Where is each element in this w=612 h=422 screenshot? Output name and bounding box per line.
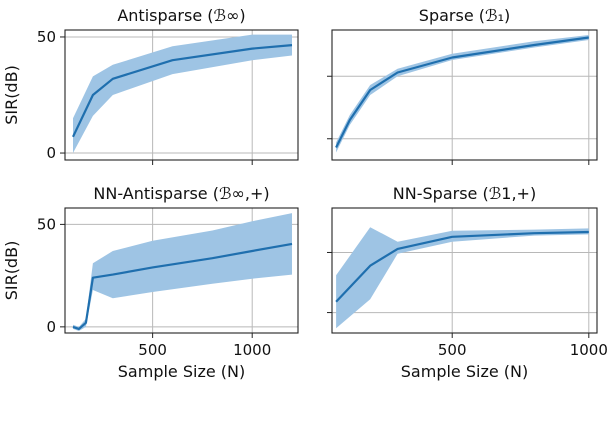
x-tick-label: 1000 — [233, 341, 271, 359]
y-tick-label: 50 — [37, 215, 56, 233]
plot-frame — [64, 29, 299, 161]
chart-title: Antisparse (ℬ∞) — [117, 6, 245, 25]
plot-frame — [331, 29, 598, 161]
y-axis-label: SIR(dB) — [2, 65, 21, 125]
x-axis-label: Sample Size (N) — [401, 362, 528, 381]
y-axis-label: SIR(dB) — [2, 241, 21, 301]
chart-title: Sparse (ℬ₁) — [419, 6, 510, 25]
plot-frame — [331, 207, 598, 334]
x-tick-label: 500 — [438, 341, 467, 359]
chart-panel-2: Sparse (ℬ₁) — [327, 6, 598, 165]
confidence-band — [336, 227, 589, 329]
mean-line — [335, 36, 589, 148]
chart-panel-3: 500 1000 0 50 NN-Antisparse (ℬ∞,+) SIR(dB) Sam… — [2, 184, 299, 381]
plot-frame — [64, 207, 299, 334]
confidence-band — [73, 34, 292, 153]
x-tick-label: 500 — [138, 341, 167, 359]
x-tick-label: 1000 — [570, 341, 608, 359]
mean-line — [335, 230, 589, 303]
chart-title: NN-Antisparse (ℬ∞,+) — [93, 184, 269, 203]
mean-line — [72, 44, 293, 138]
confidence-band — [336, 35, 589, 153]
y-tick-label: 0 — [46, 144, 56, 162]
chart-title: NN-Sparse (ℬ1,+) — [393, 184, 536, 203]
chart-panel-4: 500 1000 NN-Sparse (ℬ1,+) Sample Size (N) — [327, 184, 608, 381]
y-tick-label: 50 — [37, 28, 56, 46]
y-tick-label: 0 — [46, 318, 56, 336]
x-axis-label: Sample Size (N) — [118, 362, 245, 381]
mean-line — [72, 242, 293, 330]
chart-panel-1: 0 50 Antisparse (ℬ∞) SIR(dB) — [2, 6, 299, 165]
confidence-band — [73, 213, 292, 331]
